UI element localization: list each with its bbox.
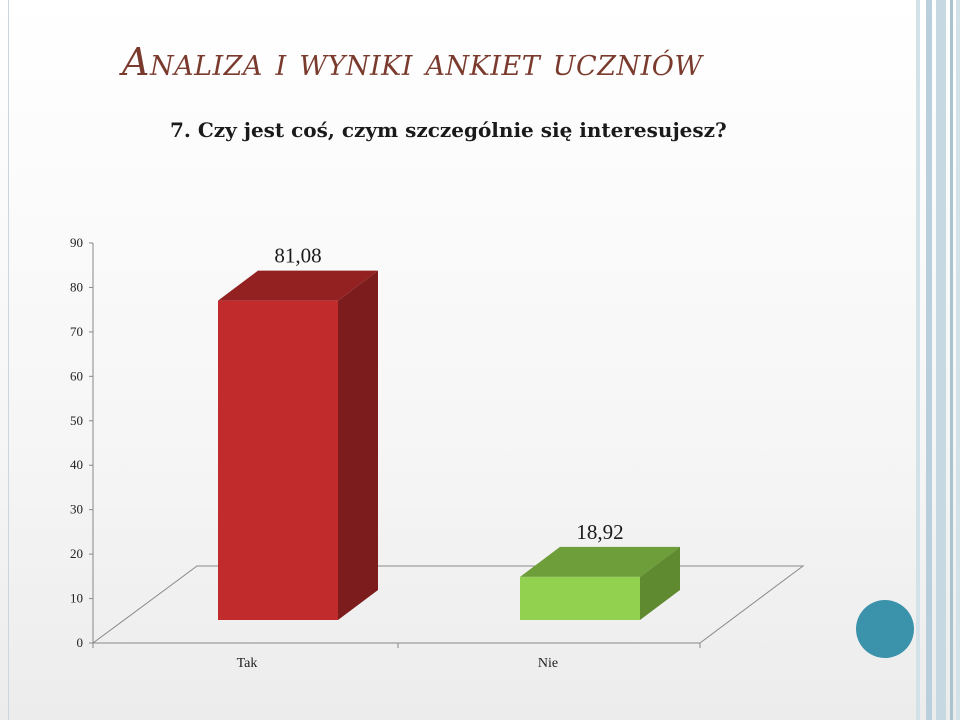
data-label-tak: 81,08	[274, 244, 321, 268]
x-tick-label: Nie	[538, 656, 558, 671]
frame-stripe	[926, 0, 932, 720]
question-title: 7. Czy jest coś, czym szczególnie się in…	[170, 118, 727, 142]
y-tick-label: 70	[70, 324, 83, 339]
bar-side-tak	[338, 270, 378, 620]
accent-circle	[856, 600, 914, 658]
bar-top-nie	[520, 546, 680, 577]
frame-stripe	[936, 0, 946, 720]
y-tick-label: 80	[70, 279, 83, 294]
frame-stripe	[956, 0, 960, 720]
bar-tak	[218, 300, 338, 620]
y-tick-label: 30	[70, 502, 83, 517]
slide-title: Analiza i wyniki ankiet uczniów	[122, 40, 703, 84]
frame-stripe	[8, 0, 9, 720]
y-tick-label: 0	[77, 635, 84, 650]
y-tick-label: 60	[70, 368, 83, 383]
y-tick-label: 20	[70, 546, 83, 561]
y-tick-label: 40	[70, 457, 83, 472]
bar-nie	[520, 576, 640, 620]
data-label-nie: 18,92	[576, 520, 623, 544]
y-tick-label: 90	[70, 235, 83, 250]
bar-top-tak	[218, 270, 378, 301]
frame-stripe	[950, 0, 953, 720]
frame-stripe	[916, 0, 920, 720]
bar-side-nie	[640, 546, 680, 620]
y-tick-label: 10	[70, 591, 83, 606]
y-tick-label: 50	[70, 413, 83, 428]
chart-floor	[91, 565, 805, 644]
x-tick-label: Tak	[237, 656, 258, 671]
